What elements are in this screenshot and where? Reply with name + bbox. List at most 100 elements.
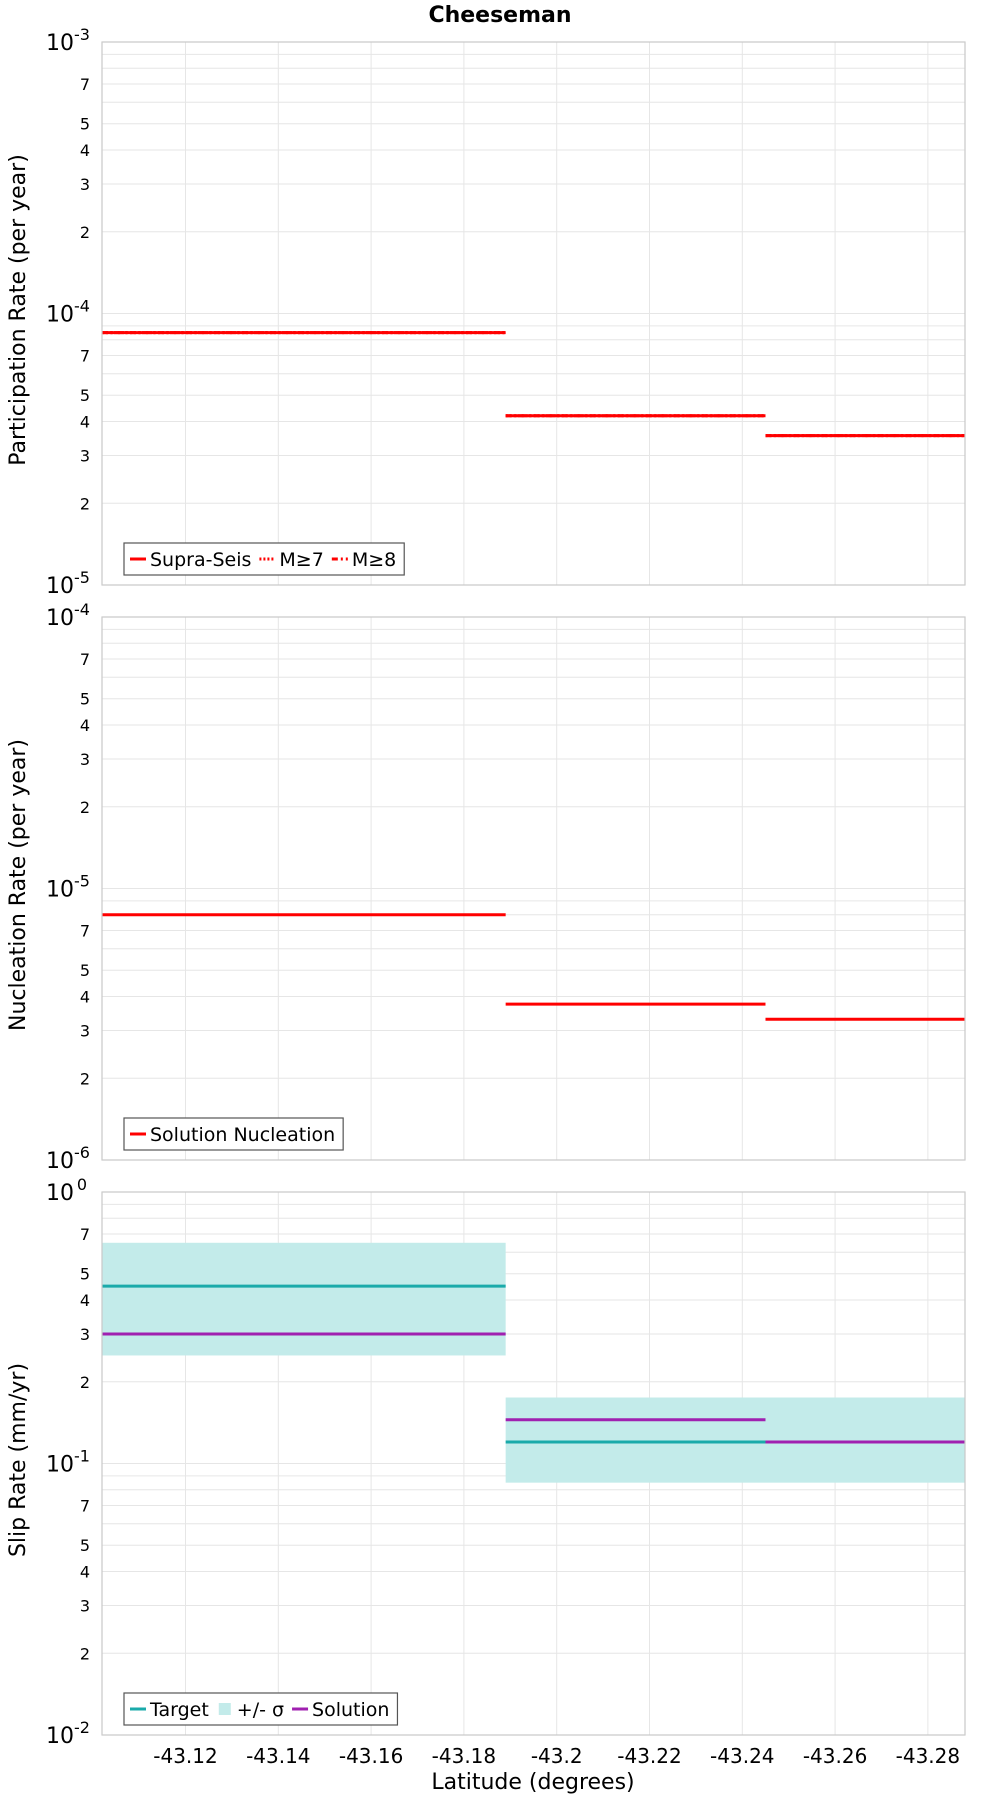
y-tick-label: 3 (80, 1021, 90, 1040)
plot-frame (101, 616, 966, 1161)
y-tick-exponent: -2 (74, 1718, 90, 1737)
y-tick-label: 2 (80, 798, 90, 817)
legend-swatch (218, 1703, 231, 1715)
x-axis-label: Latitude (degrees) (431, 1770, 634, 1795)
x-tick-label: -43.28 (896, 1744, 960, 1768)
x-tick-labels: -43.12 -43.14 -43.16 -43.18 -43.2 -43.22 -43.2… (153, 1744, 960, 1768)
y-tick-label: 10 (46, 878, 74, 903)
y-tick-label: 10 (46, 1149, 74, 1174)
y-tick-exponent: -5 (74, 568, 90, 587)
legend-label: Supra-Seis (150, 549, 251, 571)
x-tick-label: -43.2 (531, 1744, 583, 1768)
legend-frame (123, 1692, 399, 1726)
y-tick-label: 10 (46, 303, 74, 328)
x-tick-label: -43.14 (246, 1744, 310, 1768)
y-axis-label: Nucleation Rate (per year) (6, 739, 31, 1031)
y-tick-exponent: -4 (74, 297, 90, 316)
y-tick-label: 10 (46, 1453, 74, 1478)
y-tick-label: 3 (80, 1596, 90, 1615)
plot-frame (101, 1191, 966, 1736)
series-m-8 (102, 331, 965, 438)
band-segment (505, 1397, 965, 1483)
y-tick-label: 10 (46, 606, 74, 631)
legend-label: +/- σ (237, 1699, 284, 1721)
y-tick-exponent: -6 (74, 1143, 90, 1162)
y-tick-label: 5 (80, 386, 90, 405)
legend-label: Target (149, 1699, 209, 1721)
x-tick-label: -43.16 (339, 1744, 403, 1768)
y-tick-label: 5 (80, 1536, 90, 1555)
y-tick-label: 4 (80, 1563, 90, 1582)
legend-frame (123, 1117, 344, 1151)
y-tick-label: 10 (46, 1181, 74, 1206)
legend-label: M≥8 (352, 549, 396, 571)
y-axis-label: Participation Rate (per year) (6, 154, 31, 466)
y-tick-label: 3 (80, 175, 90, 194)
legend-item-m-8: M≥8 (331, 549, 396, 571)
y-tick-label: 7 (80, 75, 90, 94)
legend-item-m-7: M≥7 (259, 549, 324, 571)
y-tick-label: 10 (46, 574, 74, 599)
chart-title: Cheeseman (428, 3, 571, 28)
legend: Target +/- σ Solution (123, 1692, 399, 1726)
y-tick-label: 4 (80, 716, 90, 735)
series-solution (102, 1332, 965, 1444)
y-tick-exponent: -4 (74, 600, 90, 619)
legend-item-supra-seis: Supra-Seis (130, 549, 251, 571)
y-tick-label: 3 (80, 1325, 90, 1344)
legend-label: M≥7 (279, 549, 323, 571)
y-tick-exponent: -5 (74, 872, 90, 891)
legend-label: Solution (312, 1699, 389, 1721)
y-tick-label: 5 (80, 961, 90, 980)
y-tick-exponent: -3 (74, 25, 90, 44)
legend-item-solution-nucleation: Solution Nucleation (130, 1124, 335, 1146)
plot-frame (101, 41, 966, 586)
y-tick-label: 5 (80, 1265, 90, 1284)
y-tick-label: 5 (80, 690, 90, 709)
y-tick-label: 7 (80, 347, 90, 366)
x-tick-label: -43.24 (710, 1744, 774, 1768)
y-tick-label: 7 (80, 650, 90, 669)
y-tick-label: 10 (46, 1724, 74, 1749)
y-tick-label: 2 (80, 1069, 90, 1088)
y-tick-label: 2 (80, 1644, 90, 1663)
y-tick-label: 5 (80, 115, 90, 134)
y-tick-label: 4 (80, 1291, 90, 1310)
grid-lines (102, 617, 965, 1161)
legend-label: Solution Nucleation (150, 1124, 335, 1146)
y-tick-label: 4 (80, 141, 90, 160)
band-segment (102, 1242, 506, 1356)
x-tick-label: -43.22 (617, 1744, 681, 1768)
y-tick-exponent: -1 (74, 1447, 90, 1466)
legend-item--: +/- σ (218, 1699, 284, 1721)
y-tick-label: 7 (80, 1497, 90, 1516)
band-- (102, 1242, 965, 1483)
y-tick-label: 3 (80, 750, 90, 769)
y-tick-label: 2 (80, 494, 90, 513)
y-tick-exponent: 0 (77, 1175, 87, 1194)
y-tick-label: 7 (80, 1225, 90, 1244)
x-tick-label: -43.26 (803, 1744, 867, 1768)
legend: Solution Nucleation (123, 1117, 344, 1151)
y-axis-label: Slip Rate (mm/yr) (6, 1363, 31, 1557)
x-tick-label: -43.12 (153, 1744, 217, 1768)
y-tick-label: 10 (46, 31, 74, 56)
legend: Supra-Seis M≥7 M≥8 (123, 542, 405, 576)
legend-item-target: Target (130, 1699, 209, 1721)
x-tick-label: -43.18 (432, 1744, 496, 1768)
y-tick-label: 4 (80, 988, 90, 1007)
y-tick-label: 2 (80, 1373, 90, 1392)
y-tick-label: 2 (80, 223, 90, 242)
y-tick-label: 4 (80, 413, 90, 432)
series-solution-nucleation (102, 913, 965, 1021)
grid-lines (102, 42, 965, 586)
